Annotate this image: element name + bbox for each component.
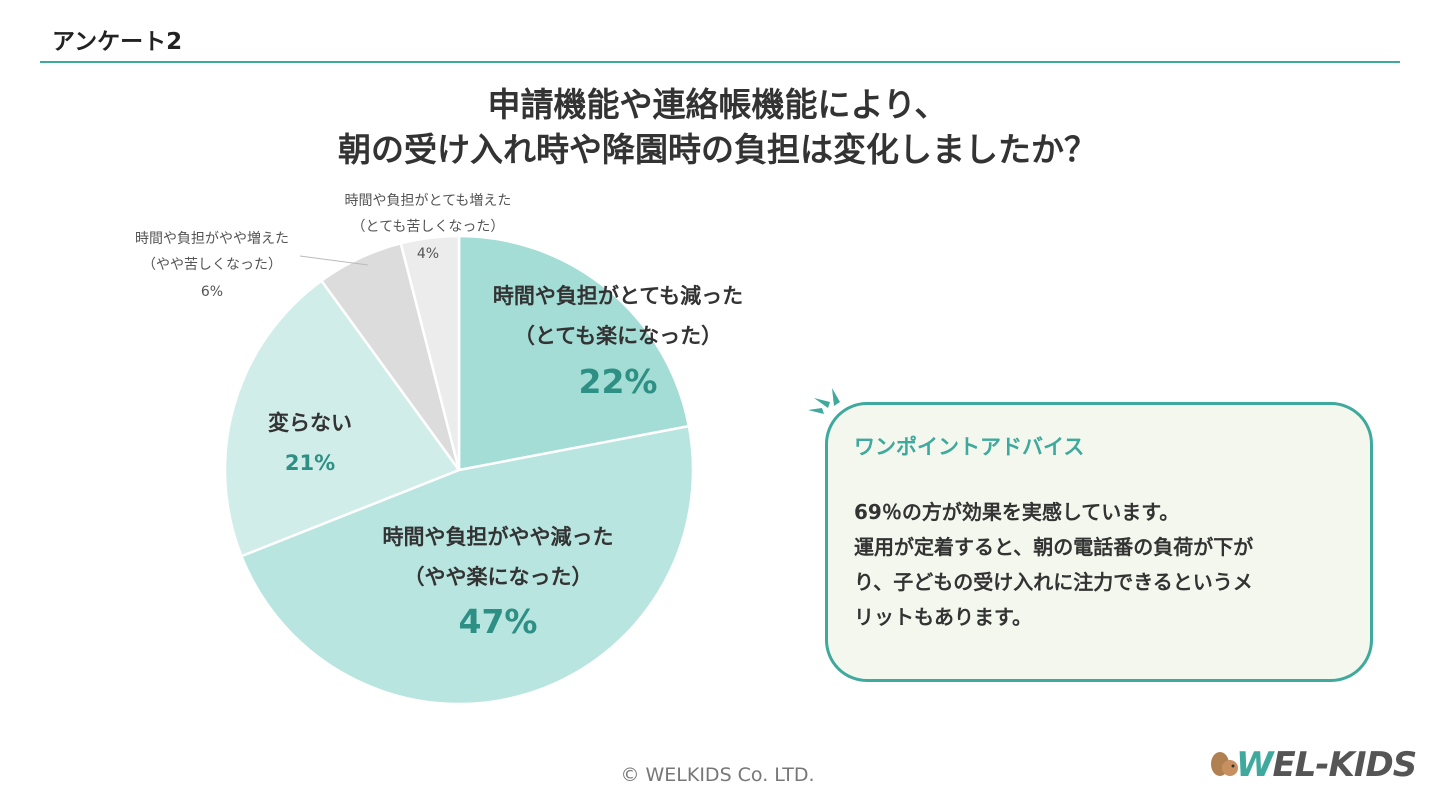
advice-line: り、子どもの受け入れに注力できるというメ [854, 570, 1253, 594]
pie-slice [457, 234, 691, 472]
slice-value-label: 6% [201, 284, 223, 300]
slice-label-sub: （やや楽になった） [404, 565, 593, 589]
header-divider [40, 61, 1400, 63]
slice-label-sub: （やや苦しくなった） [142, 257, 282, 273]
pie-slice [399, 234, 461, 471]
slice-label: 時間や負担がやや増えた [135, 231, 289, 247]
advice-box: ワンポイントアドバイス 69％の方が効果を実感しています。 運用が定着すると、朝… [825, 402, 1373, 682]
question-title: 申請機能や連絡帳機能により、 朝の受け入れ時や降園時の負担は変化しましたか？ [0, 82, 1435, 172]
advice-text: 69％の方が効果を実感しています。 運用が定着すると、朝の電話番の負荷が下が り… [854, 495, 1354, 635]
slice-label-sub: （とても楽になった） [514, 324, 722, 348]
slice-value-label: 22% [579, 362, 658, 401]
slice-label: 時間や負担がとても増えた [345, 193, 512, 209]
squirrel-logo-icon [1211, 752, 1238, 776]
slice-label: 変らない [268, 411, 352, 435]
section-title: アンケート2 [52, 29, 183, 55]
logo-w: W [1236, 745, 1274, 785]
slice-value-label: 4% [417, 246, 439, 262]
accent-spark-icon [808, 388, 840, 414]
advice-title: ワンポイントアドバイス [854, 435, 1085, 459]
slice-value-label: 47% [459, 602, 538, 641]
question-line-2: 朝の受け入れ時や降園時の負担は変化しましたか？ [338, 130, 1097, 169]
leader-line [299, 255, 369, 266]
slice-label: 時間や負担がやや減った [383, 525, 614, 549]
slice-value-label: 21% [285, 451, 335, 475]
advice-line: リットもあります。 [854, 605, 1032, 629]
slice-label: 時間や負担がとても減った [493, 284, 743, 308]
copyright: © WELKIDS Co. LTD. [620, 764, 815, 786]
logo-rest: EL-KIDS [1272, 745, 1418, 785]
advice-line: 69％の方が効果を実感しています。 [854, 500, 1180, 524]
advice-line: 運用が定着すると、朝の電話番の負荷が下が [854, 535, 1254, 559]
question-line-1: 申請機能や連絡帳機能により、 [487, 85, 948, 124]
welkids-logo: WEL-KIDS [1236, 745, 1418, 785]
pie-slice [223, 278, 461, 558]
slice-label-sub: （とても苦しくなった） [352, 219, 505, 235]
pie-slice [239, 424, 695, 706]
